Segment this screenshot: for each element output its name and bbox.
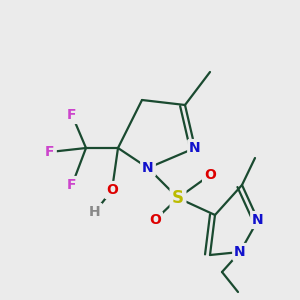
Text: N: N xyxy=(142,161,154,175)
Text: N: N xyxy=(189,141,201,155)
Text: H: H xyxy=(89,205,101,219)
Text: S: S xyxy=(172,189,184,207)
Text: F: F xyxy=(67,178,77,192)
Text: O: O xyxy=(204,168,216,182)
Text: O: O xyxy=(149,213,161,227)
Text: O: O xyxy=(106,183,118,197)
Text: F: F xyxy=(67,108,77,122)
Text: F: F xyxy=(45,145,55,159)
Text: N: N xyxy=(234,245,246,259)
Text: N: N xyxy=(252,213,264,227)
